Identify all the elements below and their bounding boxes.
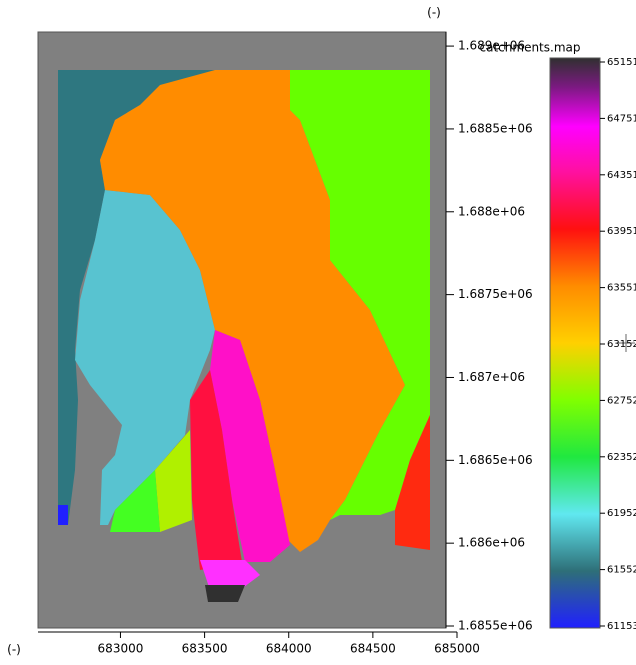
colorbar-tick-label: 62352.4 — [607, 452, 636, 463]
y-tick-label: 1.6855e+06 — [458, 619, 533, 633]
y-tick-label: 1.6865e+06 — [458, 453, 533, 467]
colorbar-tick-label: 64751.2 — [607, 113, 636, 124]
y-tick-label: 1.687e+06 — [458, 370, 525, 384]
axis-label: (-) — [7, 643, 21, 657]
colorbar-tick-label: 63551.8 — [607, 283, 636, 294]
axes — [38, 32, 457, 633]
colorbar: 65151 64751.2 64351.4 63951.6 63551.8 63152 62… — [549, 57, 636, 632]
y-tick-label: 1.6885e+06 — [458, 121, 533, 135]
x-tick-label: 683000 — [98, 642, 144, 656]
x-tick-label: 685000 — [434, 642, 480, 656]
axis-label: (-) — [427, 6, 441, 20]
cursor-cross — [617, 334, 635, 352]
map-title: catchments.map — [480, 41, 581, 55]
colorbar-tick-label: 61153 — [607, 621, 636, 632]
colorbar-tick-label: 62752.2 — [607, 395, 636, 406]
map-raster — [37, 31, 447, 629]
x-tick-label: 684000 — [266, 642, 312, 656]
x-tick-label: 684500 — [350, 642, 396, 656]
y-tick-label: 1.689e+06 — [458, 39, 525, 53]
y-tick-label: 1.686e+06 — [458, 536, 525, 550]
colorbar-tick-label: 64351.4 — [607, 170, 636, 181]
colorbar-tick-label: 63152 — [607, 339, 636, 350]
colorbar-tick-label: 61952.6 — [607, 508, 636, 519]
y-tick-label: 1.688e+06 — [458, 204, 525, 218]
colorbar-tick-label: 61552.8 — [607, 565, 636, 576]
x-tick-label: 683500 — [182, 642, 228, 656]
colorbar-tick-label: 63951.6 — [607, 226, 636, 237]
colorbar-tick-label: 65151 — [607, 57, 636, 68]
y-tick-label: 1.6875e+06 — [458, 287, 533, 301]
colorbar-gradient — [549, 57, 601, 629]
